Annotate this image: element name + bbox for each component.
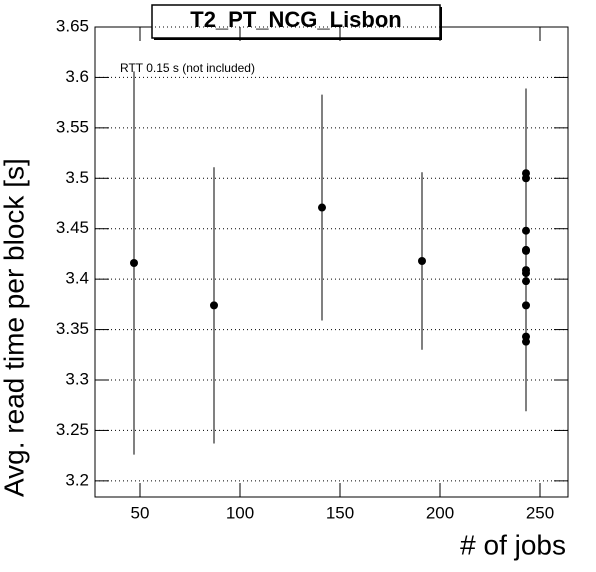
y-tick-label: 3.35	[56, 319, 89, 338]
y-tick-label: 3.3	[65, 369, 89, 388]
x-tick-label: 200	[426, 503, 454, 522]
y-tick-label: 3.25	[56, 420, 89, 439]
y-tick-label: 3.6	[65, 67, 89, 86]
data-point	[522, 301, 530, 310]
x-tick-label: 50	[131, 503, 150, 522]
data-point	[522, 337, 530, 346]
y-tick-label: 3.2	[65, 470, 89, 489]
y-tick-label: 3.5	[65, 168, 89, 187]
y-tick-label: 3.4	[65, 269, 89, 288]
data-point	[318, 203, 326, 212]
y-tick-label: 3.45	[56, 218, 89, 237]
data-point	[522, 269, 530, 278]
annotation: RTT 0.15 s (not included)	[120, 61, 255, 75]
data-point	[210, 301, 218, 310]
data-point	[522, 277, 530, 286]
y-tick-label: 3.65	[56, 16, 89, 35]
data-point	[522, 246, 530, 255]
chart-title: T2_PT_NCG_Lisbon	[190, 7, 401, 32]
y-tick-label: 3.55	[56, 117, 89, 136]
data-point	[130, 259, 138, 268]
data-point	[418, 256, 426, 265]
y-axis-label: Avg. read time per block [s]	[0, 158, 29, 497]
x-tick-label: 100	[226, 503, 254, 522]
x-tick-label: 150	[326, 503, 354, 522]
x-axis-label: # of jobs	[460, 529, 566, 560]
x-tick-label: 250	[526, 503, 554, 522]
